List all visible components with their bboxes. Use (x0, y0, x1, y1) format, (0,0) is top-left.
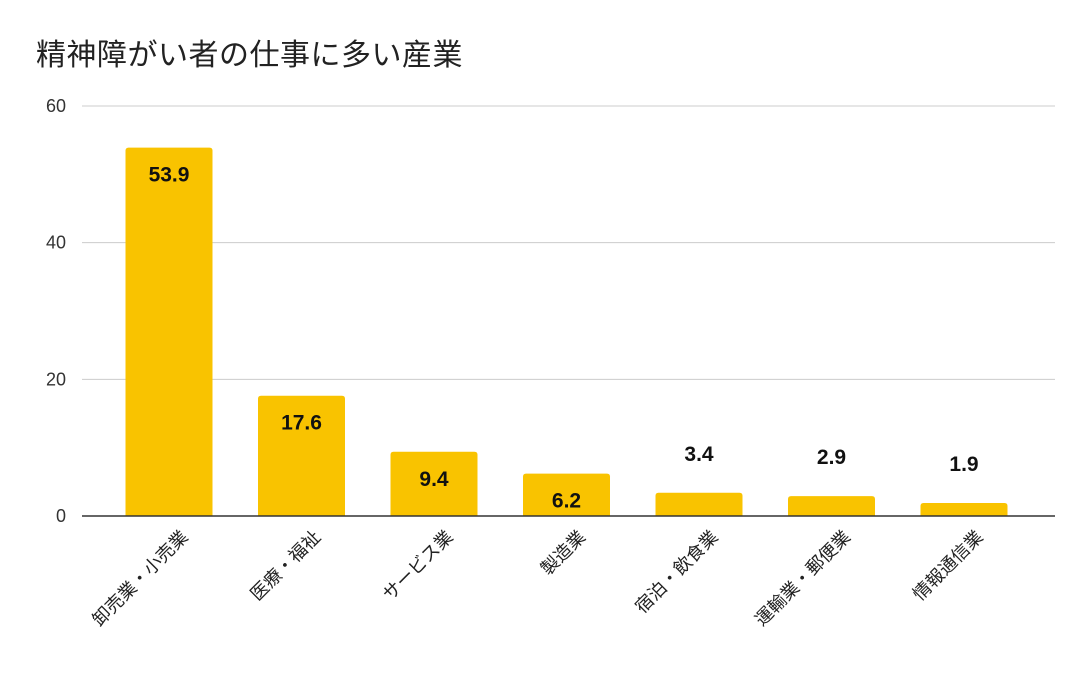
data-label: 6.2 (552, 490, 581, 513)
chart-title: 精神障がい者の仕事に多い産業 (36, 38, 463, 73)
data-label: 17.6 (281, 412, 322, 435)
y-tick-label: 0 (56, 506, 66, 526)
x-tick-label: 医療・福祉 (247, 527, 325, 605)
bar-5 (788, 496, 875, 516)
x-tick-label: 宿泊・飲食業 (631, 527, 722, 618)
x-tick-label: 卸売業・小売業 (89, 527, 193, 631)
x-tick-label: 運輸業・郵便業 (751, 527, 855, 631)
bar-3 (523, 473, 610, 516)
x-tick-label: 情報通信業 (909, 527, 987, 605)
bars (125, 147, 1008, 516)
bar-0 (125, 147, 213, 516)
data-label: 3.4 (684, 443, 714, 466)
bar-4 (655, 492, 743, 516)
data-label: 9.4 (419, 468, 449, 491)
bar-1 (258, 395, 345, 516)
gridlines (82, 105, 1055, 380)
data-label: 1.9 (949, 453, 978, 476)
y-tick-label: 20 (46, 369, 66, 389)
data-label: 2.9 (817, 446, 846, 469)
y-tick-label: 60 (46, 96, 66, 116)
x-tick-label: サービス業 (379, 527, 457, 605)
y-tick-label: 40 (46, 233, 66, 253)
data-label: 53.9 (149, 164, 190, 187)
x-tick-label: 製造業 (537, 527, 590, 580)
bar-6 (920, 503, 1008, 516)
bar-2 (390, 451, 478, 516)
